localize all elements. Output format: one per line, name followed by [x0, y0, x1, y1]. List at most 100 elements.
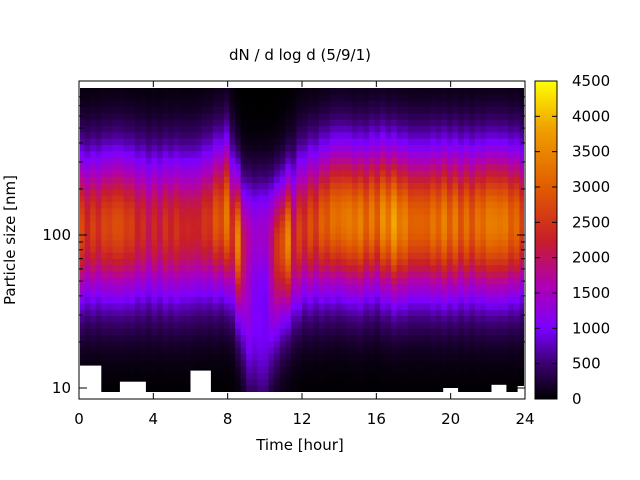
heatmap-cell	[374, 126, 381, 133]
heatmap-cell	[123, 195, 130, 203]
heatmap-cell	[497, 227, 504, 235]
heatmap-cell	[485, 113, 493, 121]
heatmap-cell	[157, 360, 164, 368]
heatmap-cell	[262, 195, 270, 203]
heatmap-cell	[452, 303, 459, 311]
heatmap-cell	[474, 252, 481, 260]
heatmap-cell	[329, 151, 337, 159]
heatmap-cell	[145, 328, 153, 336]
heatmap-cell	[368, 259, 376, 266]
heatmap-cell	[463, 297, 470, 304]
heatmap-cell	[246, 303, 253, 311]
heatmap-cell	[385, 373, 392, 380]
heatmap-cell	[413, 126, 420, 133]
heatmap-cell	[318, 176, 325, 184]
heatmap-cell	[268, 202, 275, 209]
heatmap-cell	[368, 202, 376, 209]
heatmap-cell	[229, 366, 236, 374]
heatmap-cell	[285, 221, 292, 228]
heatmap-cell	[435, 303, 442, 311]
heatmap-cell	[368, 297, 376, 304]
heatmap-cell	[513, 221, 521, 228]
heatmap-cell	[296, 214, 303, 222]
heatmap-cell	[385, 297, 392, 304]
heatmap-cell	[441, 221, 448, 228]
heatmap-cell	[480, 246, 487, 254]
heatmap-cell	[190, 214, 197, 222]
heatmap-cell	[469, 113, 476, 121]
heatmap-cell	[324, 309, 331, 317]
heatmap-cell	[262, 284, 270, 292]
heatmap-cell	[335, 227, 342, 235]
heatmap-cell	[296, 138, 303, 146]
heatmap-cell	[419, 164, 426, 171]
heatmap-cell	[262, 373, 270, 380]
heatmap-cell	[151, 309, 158, 317]
heatmap-cell	[179, 202, 186, 209]
heatmap-cell	[419, 347, 426, 355]
heatmap-cell	[84, 189, 91, 197]
heatmap-cell	[95, 246, 102, 254]
heatmap-cell	[463, 94, 470, 102]
heatmap-cell	[173, 347, 180, 355]
heatmap-cell	[318, 328, 325, 336]
heatmap-cell	[474, 309, 481, 317]
heatmap-cell	[274, 107, 281, 114]
heatmap-cell	[240, 259, 247, 266]
heatmap-cell	[374, 385, 381, 392]
heatmap-cell	[474, 88, 481, 95]
heatmap-cell	[458, 221, 465, 228]
heatmap-cell	[396, 360, 403, 368]
heatmap-cell	[285, 145, 292, 152]
heatmap-cell	[363, 94, 370, 102]
heatmap-cell	[435, 107, 442, 114]
heatmap-cell	[502, 189, 509, 197]
heatmap-cell	[162, 259, 169, 266]
heatmap-cell	[513, 208, 521, 216]
heatmap-cell	[324, 176, 331, 184]
heatmap-cell	[223, 151, 231, 159]
heatmap-cell	[513, 252, 521, 260]
heatmap-cell	[513, 157, 521, 165]
heatmap-cell	[463, 208, 470, 216]
heatmap-cell	[497, 335, 504, 342]
heatmap-cell	[424, 119, 431, 127]
heatmap-cell	[413, 170, 420, 178]
heatmap-cell	[190, 183, 197, 190]
heatmap-cell	[435, 100, 442, 108]
heatmap-cell	[491, 145, 498, 152]
heatmap-cell	[240, 335, 247, 342]
heatmap-cell	[407, 221, 415, 228]
heatmap-cell	[329, 113, 337, 121]
heatmap-cell	[157, 335, 164, 342]
heatmap-cell	[307, 360, 314, 368]
heatmap-cell	[257, 227, 264, 235]
heatmap-cell	[268, 145, 275, 152]
heatmap-cell	[101, 354, 108, 361]
heatmap-cell	[402, 379, 409, 387]
heatmap-cell	[274, 316, 281, 323]
heatmap-cell	[458, 214, 465, 222]
heatmap-cell	[173, 88, 180, 95]
heatmap-cell	[179, 227, 186, 235]
heatmap-cell	[391, 284, 398, 292]
heatmap-cell	[341, 347, 348, 355]
colorbar-tick-label: 3000	[572, 178, 610, 196]
heatmap-cell	[318, 309, 325, 317]
heatmap-cell	[357, 138, 364, 146]
heatmap-cell	[223, 183, 231, 190]
heatmap-cell	[419, 221, 426, 228]
heatmap-cell	[357, 303, 364, 311]
heatmap-cell	[335, 138, 342, 146]
heatmap-cell	[452, 195, 459, 203]
heatmap-cell	[80, 271, 86, 279]
heatmap-cell	[101, 94, 108, 102]
heatmap-cell	[446, 341, 454, 349]
heatmap-cell	[485, 214, 493, 222]
heatmap-cell	[413, 259, 420, 266]
heatmap-cell	[151, 227, 158, 235]
heatmap-cell	[508, 227, 515, 235]
colorbar-tick-label: 1000	[572, 319, 610, 337]
heatmap-cell	[84, 233, 91, 241]
heatmap-cell	[190, 297, 197, 304]
